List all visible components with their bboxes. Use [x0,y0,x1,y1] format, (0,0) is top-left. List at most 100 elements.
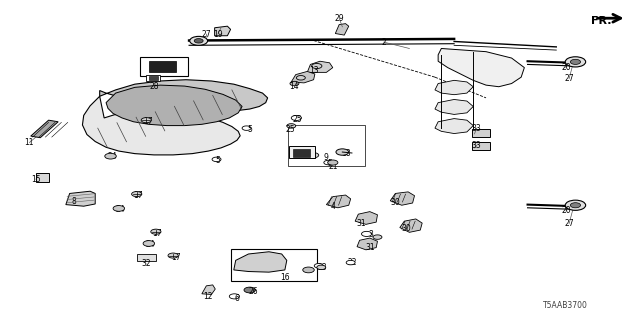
Circle shape [151,229,161,234]
Text: 33: 33 [472,124,481,132]
Text: 10: 10 [159,66,168,75]
Text: 27: 27 [564,74,574,83]
Polygon shape [106,85,242,125]
Text: 5: 5 [247,125,252,134]
Text: 22: 22 [347,258,356,267]
Text: 15: 15 [31,175,40,184]
Text: 27: 27 [202,30,211,39]
Bar [289,146,315,158]
Text: 12: 12 [204,292,213,301]
Text: 31: 31 [356,219,366,228]
Bar [36,173,49,182]
Text: 6: 6 [234,294,239,303]
Circle shape [141,118,152,123]
Text: 23: 23 [317,263,327,272]
Circle shape [242,126,251,130]
Text: 28: 28 [298,149,307,158]
Polygon shape [326,195,351,208]
Text: 26: 26 [248,287,258,296]
Circle shape [189,36,207,45]
Circle shape [312,63,322,68]
Text: FR.: FR. [591,16,611,27]
Bar [472,142,490,150]
Text: 2: 2 [381,38,386,47]
Text: 21: 21 [328,162,337,171]
Polygon shape [357,238,378,250]
Text: 24: 24 [116,205,125,214]
Polygon shape [234,252,287,272]
Circle shape [328,160,338,165]
Text: 17: 17 [143,117,152,126]
Polygon shape [435,80,473,95]
Circle shape [570,203,580,208]
Text: 11: 11 [25,138,34,147]
Bar [137,254,156,261]
Polygon shape [83,96,240,155]
Circle shape [212,157,221,162]
Polygon shape [214,26,230,36]
Text: 31: 31 [365,243,374,252]
Text: 32: 32 [141,259,151,268]
Polygon shape [100,80,268,112]
Text: 14: 14 [290,82,300,91]
Circle shape [113,205,125,211]
Text: 30: 30 [390,197,400,206]
Bar [149,76,158,80]
Text: 9: 9 [324,153,329,162]
Polygon shape [31,120,58,138]
Circle shape [287,124,296,128]
Polygon shape [307,61,333,72]
Text: 25: 25 [286,124,296,133]
Bar [472,129,490,137]
Polygon shape [335,24,349,35]
Text: 19: 19 [213,30,223,39]
Circle shape [314,264,323,268]
Circle shape [570,59,580,64]
Bar [288,125,365,166]
Circle shape [291,116,301,121]
Text: 3: 3 [369,230,374,239]
Polygon shape [355,212,378,224]
Text: 18: 18 [340,149,350,158]
Text: 17: 17 [172,253,181,262]
Bar [147,75,161,81]
Circle shape [346,260,355,265]
Circle shape [143,241,155,246]
Circle shape [296,76,305,80]
Circle shape [317,265,326,270]
Text: T5AAB3700: T5AAB3700 [543,301,588,310]
Circle shape [303,267,314,273]
Bar [292,148,310,157]
Text: 29: 29 [334,14,344,23]
Text: 13: 13 [309,66,319,75]
Text: 5: 5 [327,159,332,168]
Circle shape [565,57,586,67]
Polygon shape [66,191,95,206]
Text: 1: 1 [311,152,316,161]
Circle shape [336,149,349,155]
Circle shape [308,153,319,158]
Text: 30: 30 [401,224,411,233]
Polygon shape [390,192,415,205]
Polygon shape [435,100,473,115]
Circle shape [194,39,203,43]
Circle shape [105,153,116,159]
Circle shape [132,192,142,197]
Polygon shape [435,119,473,133]
Polygon shape [291,71,315,83]
Text: 20: 20 [561,206,571,215]
Circle shape [565,200,586,210]
Circle shape [373,235,382,239]
Polygon shape [202,285,215,294]
Text: 25: 25 [292,115,302,124]
Circle shape [362,231,372,236]
Bar [149,61,175,72]
Bar [140,57,188,76]
Text: 5: 5 [216,156,220,164]
Text: 17: 17 [133,190,143,200]
Text: 33: 33 [472,141,481,150]
Circle shape [324,160,333,165]
Text: 20: 20 [561,63,571,72]
Circle shape [244,287,255,293]
Text: 4: 4 [330,202,335,211]
